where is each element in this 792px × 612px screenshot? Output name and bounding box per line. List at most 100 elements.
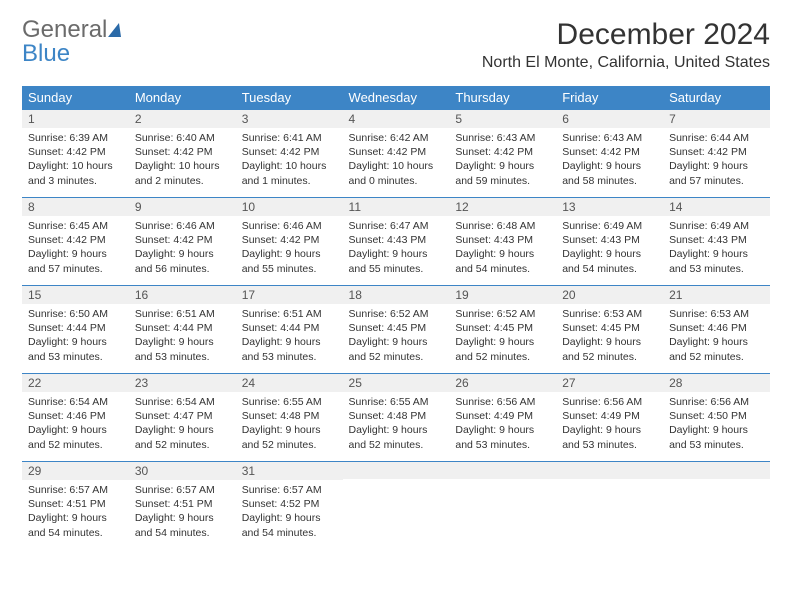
calendar-cell: 4Sunrise: 6:42 AMSunset: 4:42 PMDaylight…	[343, 109, 450, 197]
day-details: Sunrise: 6:50 AMSunset: 4:44 PMDaylight:…	[22, 304, 129, 364]
calendar-cell: 8Sunrise: 6:45 AMSunset: 4:42 PMDaylight…	[22, 197, 129, 285]
calendar-cell: 28Sunrise: 6:56 AMSunset: 4:50 PMDayligh…	[663, 373, 770, 461]
calendar-cell: 20Sunrise: 6:53 AMSunset: 4:45 PMDayligh…	[556, 285, 663, 373]
day-number: 2	[129, 109, 236, 128]
day-details: Sunrise: 6:54 AMSunset: 4:47 PMDaylight:…	[129, 392, 236, 452]
calendar-cell: 23Sunrise: 6:54 AMSunset: 4:47 PMDayligh…	[129, 373, 236, 461]
day-details: Sunrise: 6:57 AMSunset: 4:51 PMDaylight:…	[22, 480, 129, 540]
calendar-cell: 10Sunrise: 6:46 AMSunset: 4:42 PMDayligh…	[236, 197, 343, 285]
day-details: Sunrise: 6:56 AMSunset: 4:49 PMDaylight:…	[556, 392, 663, 452]
calendar-cell: 6Sunrise: 6:43 AMSunset: 4:42 PMDaylight…	[556, 109, 663, 197]
day-details: Sunrise: 6:49 AMSunset: 4:43 PMDaylight:…	[663, 216, 770, 276]
day-details: Sunrise: 6:46 AMSunset: 4:42 PMDaylight:…	[236, 216, 343, 276]
day-details: Sunrise: 6:45 AMSunset: 4:42 PMDaylight:…	[22, 216, 129, 276]
day-number: 7	[663, 109, 770, 128]
calendar-cell: 19Sunrise: 6:52 AMSunset: 4:45 PMDayligh…	[449, 285, 556, 373]
calendar-cell: 27Sunrise: 6:56 AMSunset: 4:49 PMDayligh…	[556, 373, 663, 461]
brand-logo: General Blue	[22, 18, 122, 66]
calendar-cell: 26Sunrise: 6:56 AMSunset: 4:49 PMDayligh…	[449, 373, 556, 461]
day-details: Sunrise: 6:47 AMSunset: 4:43 PMDaylight:…	[343, 216, 450, 276]
calendar-row: 15Sunrise: 6:50 AMSunset: 4:44 PMDayligh…	[22, 285, 770, 373]
day-number: 23	[129, 373, 236, 392]
weekday-header: Tuesday	[236, 86, 343, 109]
day-number: 29	[22, 461, 129, 480]
weekday-header: Thursday	[449, 86, 556, 109]
location-text: North El Monte, California, United State…	[482, 54, 770, 72]
day-number: 25	[343, 373, 450, 392]
brand-line1: General	[22, 16, 107, 43]
day-number: 14	[663, 197, 770, 216]
day-details: Sunrise: 6:53 AMSunset: 4:46 PMDaylight:…	[663, 304, 770, 364]
calendar-cell: 7Sunrise: 6:44 AMSunset: 4:42 PMDaylight…	[663, 109, 770, 197]
calendar-cell: 14Sunrise: 6:49 AMSunset: 4:43 PMDayligh…	[663, 197, 770, 285]
calendar-cell: 22Sunrise: 6:54 AMSunset: 4:46 PMDayligh…	[22, 373, 129, 461]
triangle-icon	[108, 23, 123, 37]
day-number: 12	[449, 197, 556, 216]
day-details: Sunrise: 6:49 AMSunset: 4:43 PMDaylight:…	[556, 216, 663, 276]
calendar-cell: 15Sunrise: 6:50 AMSunset: 4:44 PMDayligh…	[22, 285, 129, 373]
calendar-table: Sunday Monday Tuesday Wednesday Thursday…	[22, 86, 770, 549]
day-number: 9	[129, 197, 236, 216]
day-number: 16	[129, 285, 236, 304]
calendar-cell: 11Sunrise: 6:47 AMSunset: 4:43 PMDayligh…	[343, 197, 450, 285]
day-number: 13	[556, 197, 663, 216]
day-details: Sunrise: 6:44 AMSunset: 4:42 PMDaylight:…	[663, 128, 770, 188]
header: General Blue December 2024 North El Mont…	[22, 18, 770, 72]
calendar-cell: 18Sunrise: 6:52 AMSunset: 4:45 PMDayligh…	[343, 285, 450, 373]
calendar-row: 8Sunrise: 6:45 AMSunset: 4:42 PMDaylight…	[22, 197, 770, 285]
day-number: 5	[449, 109, 556, 128]
calendar-cell	[343, 461, 450, 549]
calendar-cell: 5Sunrise: 6:43 AMSunset: 4:42 PMDaylight…	[449, 109, 556, 197]
page-title: December 2024	[482, 18, 770, 52]
day-number: 1	[22, 109, 129, 128]
weekday-header: Saturday	[663, 86, 770, 109]
day-number: 31	[236, 461, 343, 480]
day-number: 20	[556, 285, 663, 304]
day-number: 30	[129, 461, 236, 480]
day-number: 15	[22, 285, 129, 304]
day-details: Sunrise: 6:40 AMSunset: 4:42 PMDaylight:…	[129, 128, 236, 188]
day-details: Sunrise: 6:55 AMSunset: 4:48 PMDaylight:…	[236, 392, 343, 452]
day-details: Sunrise: 6:52 AMSunset: 4:45 PMDaylight:…	[343, 304, 450, 364]
day-number: 3	[236, 109, 343, 128]
calendar-row: 1Sunrise: 6:39 AMSunset: 4:42 PMDaylight…	[22, 109, 770, 197]
day-number: 19	[449, 285, 556, 304]
calendar-cell: 1Sunrise: 6:39 AMSunset: 4:42 PMDaylight…	[22, 109, 129, 197]
day-details: Sunrise: 6:52 AMSunset: 4:45 PMDaylight:…	[449, 304, 556, 364]
calendar-cell: 12Sunrise: 6:48 AMSunset: 4:43 PMDayligh…	[449, 197, 556, 285]
day-details: Sunrise: 6:54 AMSunset: 4:46 PMDaylight:…	[22, 392, 129, 452]
day-number: 11	[343, 197, 450, 216]
day-details: Sunrise: 6:53 AMSunset: 4:45 PMDaylight:…	[556, 304, 663, 364]
empty-day	[343, 461, 450, 479]
day-details: Sunrise: 6:51 AMSunset: 4:44 PMDaylight:…	[236, 304, 343, 364]
day-details: Sunrise: 6:56 AMSunset: 4:49 PMDaylight:…	[449, 392, 556, 452]
day-details: Sunrise: 6:56 AMSunset: 4:50 PMDaylight:…	[663, 392, 770, 452]
day-number: 10	[236, 197, 343, 216]
day-details: Sunrise: 6:43 AMSunset: 4:42 PMDaylight:…	[449, 128, 556, 188]
day-details: Sunrise: 6:51 AMSunset: 4:44 PMDaylight:…	[129, 304, 236, 364]
day-details: Sunrise: 6:48 AMSunset: 4:43 PMDaylight:…	[449, 216, 556, 276]
calendar-cell: 31Sunrise: 6:57 AMSunset: 4:52 PMDayligh…	[236, 461, 343, 549]
calendar-cell: 16Sunrise: 6:51 AMSunset: 4:44 PMDayligh…	[129, 285, 236, 373]
calendar-cell: 25Sunrise: 6:55 AMSunset: 4:48 PMDayligh…	[343, 373, 450, 461]
day-details: Sunrise: 6:55 AMSunset: 4:48 PMDaylight:…	[343, 392, 450, 452]
weekday-header: Friday	[556, 86, 663, 109]
calendar-cell: 24Sunrise: 6:55 AMSunset: 4:48 PMDayligh…	[236, 373, 343, 461]
calendar-cell: 30Sunrise: 6:57 AMSunset: 4:51 PMDayligh…	[129, 461, 236, 549]
brand-line2: Blue	[22, 40, 70, 67]
day-details: Sunrise: 6:46 AMSunset: 4:42 PMDaylight:…	[129, 216, 236, 276]
calendar-cell: 29Sunrise: 6:57 AMSunset: 4:51 PMDayligh…	[22, 461, 129, 549]
weekday-header: Wednesday	[343, 86, 450, 109]
calendar-row: 29Sunrise: 6:57 AMSunset: 4:51 PMDayligh…	[22, 461, 770, 549]
empty-day	[449, 461, 556, 479]
calendar-cell: 2Sunrise: 6:40 AMSunset: 4:42 PMDaylight…	[129, 109, 236, 197]
day-details: Sunrise: 6:42 AMSunset: 4:42 PMDaylight:…	[343, 128, 450, 188]
day-details: Sunrise: 6:57 AMSunset: 4:51 PMDaylight:…	[129, 480, 236, 540]
day-number: 28	[663, 373, 770, 392]
day-number: 6	[556, 109, 663, 128]
empty-day	[556, 461, 663, 479]
calendar-cell: 21Sunrise: 6:53 AMSunset: 4:46 PMDayligh…	[663, 285, 770, 373]
calendar-cell	[449, 461, 556, 549]
title-block: December 2024 North El Monte, California…	[482, 18, 770, 72]
day-number: 24	[236, 373, 343, 392]
